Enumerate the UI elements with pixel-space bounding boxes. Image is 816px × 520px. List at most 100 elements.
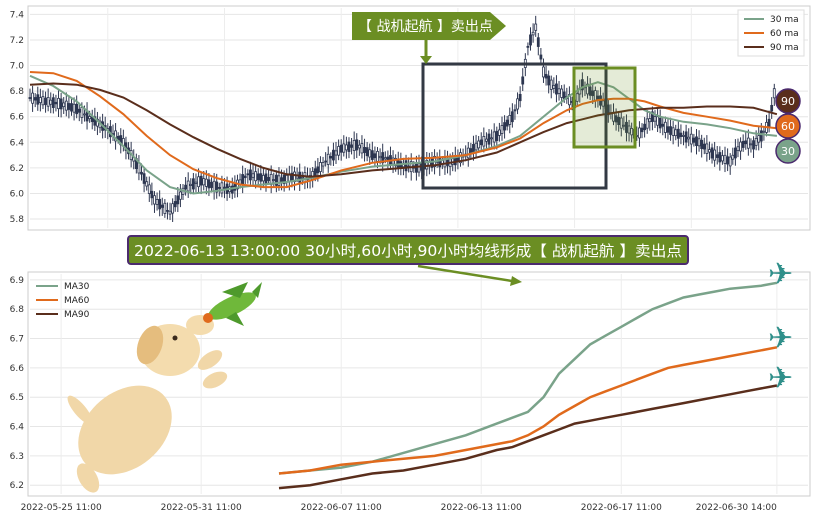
bottom-y-tick-label: 6.4	[10, 423, 25, 433]
candle-body	[166, 209, 169, 212]
bottom-y-tick-label: 6.8	[10, 305, 25, 315]
bottom-series-MA60	[278, 346, 778, 475]
candle-body	[88, 116, 92, 120]
candle-body	[394, 158, 398, 167]
candle-body	[147, 184, 151, 194]
candle-body	[485, 138, 488, 142]
candle-body	[731, 154, 735, 160]
candle-body	[259, 173, 263, 182]
candle-body	[342, 143, 346, 153]
candle-body	[687, 136, 691, 140]
candle-body	[197, 176, 200, 188]
candle-body	[739, 141, 742, 152]
candle-body	[516, 98, 519, 110]
bottom-y-tick-label: 6.3	[10, 452, 24, 462]
bottom-y-tick-label: 6.6	[10, 364, 25, 374]
candle-body	[207, 179, 211, 189]
candle-body	[199, 175, 203, 186]
candle-body	[347, 141, 351, 152]
candle-body	[477, 140, 481, 149]
candle-body	[770, 104, 774, 112]
candle-body	[171, 203, 175, 214]
bottom-x-tick-label: 2022-06-30 14:00	[696, 503, 777, 513]
candle-body	[549, 79, 553, 90]
top-y-tick-label: 6.4	[10, 138, 25, 148]
candle-body	[300, 176, 304, 179]
candle-body	[425, 159, 429, 170]
candle-body	[381, 152, 385, 164]
candle-body	[365, 147, 369, 157]
candle-body	[321, 162, 325, 167]
candle-body	[194, 181, 198, 184]
candle-body	[173, 201, 177, 208]
candle-body	[508, 115, 512, 125]
bottom-y-tick-label: 6.7	[10, 335, 24, 345]
annotation-arrow-icon	[510, 276, 522, 286]
candle-body	[586, 83, 589, 95]
candle-body	[547, 75, 551, 86]
candle-body	[363, 146, 366, 153]
candle-body	[189, 183, 193, 186]
candle-body	[497, 129, 501, 136]
candle-body	[77, 108, 81, 113]
candle-body	[145, 181, 149, 187]
candle-body	[492, 131, 496, 143]
candle-body	[658, 117, 662, 129]
candle-body	[630, 128, 634, 136]
bottom-x-tick-label: 2022-06-07 11:00	[301, 503, 382, 513]
candle-body	[682, 135, 685, 137]
candle-body	[329, 155, 333, 159]
candle-body	[176, 195, 180, 205]
candle-body	[619, 117, 623, 129]
top-series-60-ma	[29, 71, 778, 189]
candle-body	[591, 90, 595, 97]
candle-body	[510, 111, 514, 123]
candle-body	[267, 176, 270, 181]
candle-body	[663, 121, 667, 133]
candle-body	[762, 130, 766, 133]
top-legend-ma30: 30 ma	[770, 15, 799, 25]
signal-range-box	[421, 62, 608, 190]
bottom-x-tick-label: 2022-06-17 11:00	[581, 503, 662, 513]
candle-body	[357, 144, 361, 149]
candle-body	[689, 133, 693, 145]
candle-body	[93, 116, 97, 126]
candle-body	[767, 118, 771, 128]
candle-body	[601, 100, 605, 107]
candle-body	[49, 99, 53, 105]
candle-body	[202, 178, 206, 186]
candle-body	[651, 111, 654, 122]
candle-body	[158, 198, 162, 210]
candle-body	[160, 204, 164, 208]
candle-body	[695, 136, 698, 146]
candle-body	[653, 116, 657, 122]
candle-body	[723, 154, 727, 164]
candle-body	[702, 143, 706, 150]
candle-body	[721, 155, 724, 162]
candle-body	[669, 126, 672, 135]
candle-body	[28, 97, 32, 99]
candle-body	[490, 137, 494, 140]
candle-body	[344, 144, 348, 151]
bottom-x-tick-label: 2022-05-31 11:00	[161, 503, 242, 513]
candle-body	[713, 149, 717, 161]
candle-body	[656, 116, 659, 126]
candle-body	[666, 126, 670, 133]
candle-body	[417, 163, 421, 173]
candle-body	[705, 143, 709, 154]
candle-body	[754, 137, 758, 146]
candle-body	[728, 156, 732, 167]
airplane-icon-ma30: ✈	[768, 257, 793, 292]
candle-body	[700, 139, 704, 149]
candle-body	[38, 97, 42, 104]
candle-body	[643, 123, 647, 131]
candle-body	[352, 140, 356, 151]
candle-body	[671, 127, 675, 136]
candle-body	[298, 171, 302, 183]
candle-body	[316, 166, 320, 174]
candle-body	[505, 119, 509, 127]
bottom-y-tick-label: 6.2	[10, 481, 24, 491]
bottom-legend-ma90: MA90	[64, 310, 90, 320]
candle-body	[617, 116, 621, 126]
